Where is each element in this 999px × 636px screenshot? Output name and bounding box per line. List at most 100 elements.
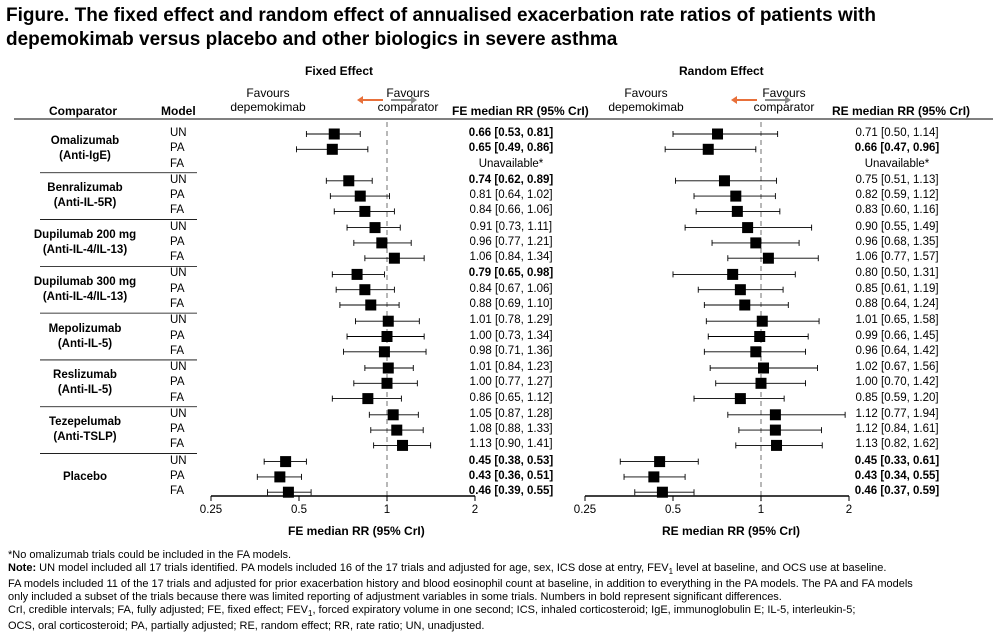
model-label: UN	[170, 173, 187, 186]
comparator-label: Tezepelumab (Anti-TSLP)	[15, 415, 155, 445]
fe-rr-value: 0.79 [0.65, 0.98]	[468, 267, 554, 280]
fe-point-estimate	[391, 424, 403, 436]
fe-x-tick-label: 1	[384, 504, 390, 516]
fe-left-arrow-head	[357, 96, 363, 104]
fe-rr-value: 1.08 [0.88, 1.33]	[469, 423, 553, 436]
footnotes: *No omalizumab trials could be included …	[8, 549, 993, 633]
comparator-target: (Anti-IL-4/IL-13)	[42, 243, 128, 256]
fe-point-estimate	[328, 128, 340, 140]
fe-point-estimate	[365, 299, 377, 311]
fe-point-estimate	[381, 377, 393, 389]
fe-point-estimate	[359, 284, 371, 296]
figure-title: Figure. The fixed effect and random effe…	[6, 5, 876, 50]
fe-rr-value: 0.96 [0.77, 1.21]	[469, 235, 553, 248]
model-label: FA	[170, 438, 185, 451]
comparator-name: Tezepelumab	[49, 416, 121, 429]
fe-point-estimate	[282, 486, 294, 498]
comparator-label: Reslizumab (Anti-IL-5)	[15, 368, 155, 398]
re-point-estimate	[702, 143, 714, 155]
footnote-abbrev-2: OCS, oral corticosteroid; PA, partially …	[8, 620, 485, 633]
comparator-name: Placebo	[62, 470, 108, 483]
re-rr-value: 0.80 [0.50, 1.31]	[855, 267, 939, 280]
model-col-header: Model	[161, 104, 196, 118]
comparator-name: Dupilumab 300 mg	[33, 275, 137, 288]
comparator-name: Benralizumab	[47, 182, 123, 195]
model-label: FA	[170, 485, 185, 498]
re-favours-comparator: Favours comparator	[753, 86, 815, 114]
comparator-col-header: Comparator	[49, 104, 118, 118]
re-point-estimate	[734, 284, 746, 296]
comparator-label: Placebo	[15, 470, 155, 485]
fe-point-estimate	[382, 315, 394, 327]
comparator-label: Omalizumab (Anti-IgE)	[15, 134, 155, 164]
model-label: FA	[170, 298, 185, 310]
re-rr-value: 1.12 [0.84, 1.61]	[855, 423, 939, 436]
re-point-estimate	[750, 346, 762, 358]
fe-rr-value: 0.66 [0.53, 0.81]	[468, 127, 554, 139]
re-point-estimate	[758, 362, 770, 374]
comparator-name: Dupilumab 200 mg	[33, 228, 137, 241]
re-point-estimate	[756, 315, 768, 327]
fe-rr-value: 0.86 [0.65, 1.12]	[469, 391, 553, 404]
re-favours-depemokimab: Favours depemokimab	[608, 86, 684, 114]
re-point-estimate	[755, 377, 767, 389]
re-rr-value: 0.75 [0.51, 1.13]	[855, 173, 939, 186]
fe-rr-value: 1.06 [0.84, 1.34]	[469, 251, 553, 264]
re-point-estimate	[731, 205, 743, 217]
re-x-tick-label: 2	[846, 504, 852, 516]
re-point-estimate	[727, 268, 739, 280]
comparator-label: Mepolizumab (Anti-IL-5)	[15, 322, 155, 352]
model-label: PA	[170, 469, 185, 482]
fe-favours-depemokimab: Favours depemokimab	[230, 86, 306, 114]
re-rr-value: 1.06 [0.77, 1.57]	[855, 251, 939, 264]
fe-x-axis-label: FE median RR (95% CrI)	[288, 524, 425, 538]
fe-rr-value: 0.88 [0.69, 1.10]	[469, 298, 553, 310]
fe-point-estimate	[274, 471, 286, 483]
fe-point-estimate	[362, 393, 374, 405]
re-rr-value: 0.85 [0.61, 1.19]	[855, 282, 939, 295]
model-label: PA	[170, 142, 185, 155]
re-point-estimate	[734, 393, 746, 405]
comparator-target: (Anti-IL-5)	[57, 337, 113, 350]
comparator-target: (Anti-IgE)	[59, 150, 111, 163]
fe-rr-value: 0.84 [0.66, 1.06]	[469, 204, 553, 217]
re-point-estimate	[718, 175, 730, 187]
model-label: PA	[170, 189, 185, 202]
re-rr-value: 0.96 [0.64, 1.42]	[855, 344, 939, 357]
re-point-estimate	[739, 299, 751, 311]
footnote-omalizumab: *No omalizumab trials could be included …	[8, 549, 292, 561]
model-label: UN	[170, 127, 187, 139]
fe-col-header: FE median RR (95% CrI)	[452, 104, 589, 118]
model-label: UN	[170, 454, 187, 467]
re-rr-value: 0.96 [0.68, 1.35]	[855, 235, 939, 248]
fe-point-estimate	[354, 190, 366, 202]
fe-rr-value: 0.91 [0.73, 1.11]	[469, 220, 553, 233]
fe-point-estimate	[387, 409, 399, 421]
model-label: UN	[170, 314, 187, 327]
re-rr-value: 0.45 [0.33, 0.61]	[854, 454, 940, 467]
model-label: PA	[170, 282, 185, 295]
re-x-tick-label: 0.25	[574, 504, 596, 516]
re-rr-value: 0.99 [0.66, 1.45]	[855, 329, 939, 342]
fe-point-estimate	[397, 439, 409, 451]
model-label: FA	[170, 251, 185, 264]
fe-rr-value: 0.84 [0.67, 1.06]	[469, 282, 553, 295]
fe-rr-value: 0.74 [0.62, 0.89]	[468, 173, 554, 186]
forest-plot: 0.25 0.5 1 2 0.25 0.5 1 2	[14, 96, 993, 516]
comparator-label: Benralizumab (Anti-IL-5R)	[15, 181, 155, 211]
re-rr-value: 1.01 [0.65, 1.58]	[855, 314, 939, 327]
fe-x-tick-label: 2	[472, 504, 478, 516]
fe-right-arrow-head	[411, 96, 417, 104]
fe-rr-value: 1.01 [0.78, 1.29]	[469, 314, 553, 327]
fe-rr-value: 0.98 [0.71, 1.36]	[469, 344, 553, 357]
re-rr-value: 1.02 [0.67, 1.56]	[855, 361, 939, 373]
fe-rr-value: 0.43 [0.36, 0.51]	[468, 469, 554, 482]
comparator-name: Reslizumab	[53, 369, 117, 382]
fe-point-estimate	[351, 268, 363, 280]
re-x-axis-label: RE median RR (95% CrI)	[662, 524, 801, 538]
fe-rr-value: 1.13 [0.90, 1.41]	[469, 438, 553, 451]
re-rr-value: 1.12 [0.77, 1.94]	[855, 407, 939, 420]
model-label: PA	[170, 376, 185, 389]
fe-point-estimate	[343, 175, 355, 187]
model-label: PA	[170, 235, 185, 248]
